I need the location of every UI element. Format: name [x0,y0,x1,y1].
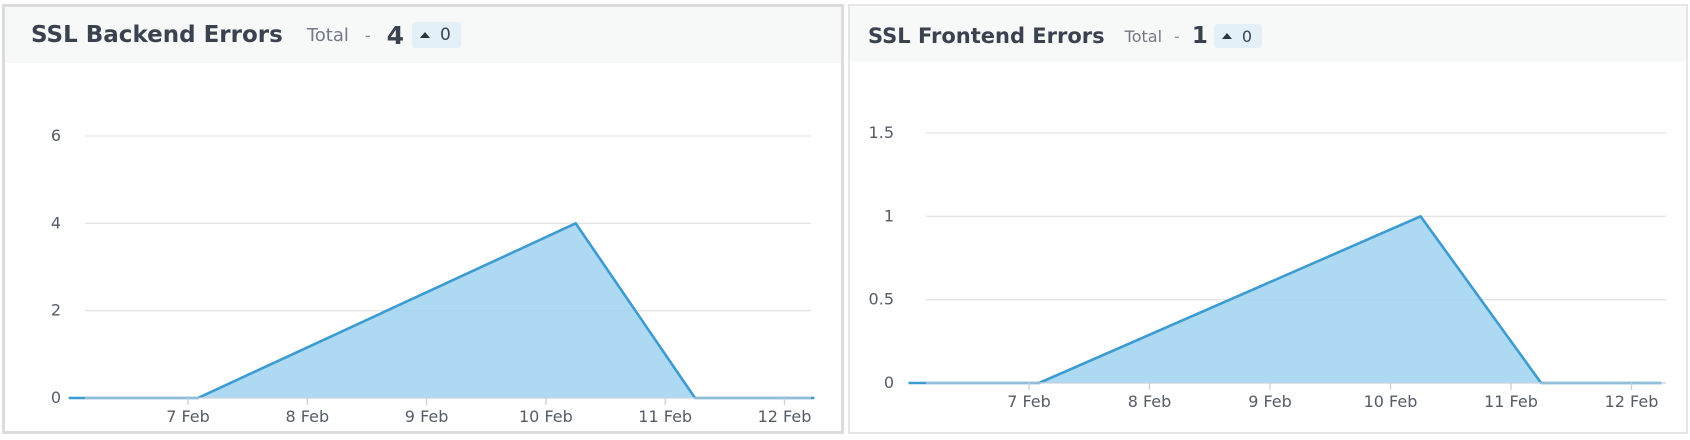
delta-value: 0 [440,25,451,45]
y-tick-label: 0 [51,388,61,407]
x-tick-label: 11 Feb [1484,392,1538,411]
total-separator: - [1174,26,1180,46]
panel-header: SSL Frontend Errors Total - 1 0 [850,6,1686,62]
x-tick-label: 8 Feb [286,407,330,426]
ssl-backend-errors-panel: SSL Backend Errors Total - 4 0 0 2 4 6 7 Feb… [2,4,844,434]
x-tick-label: 9 Feb [405,407,449,426]
total-value: 4 [386,20,405,50]
panel-title: SSL Backend Errors [31,22,283,48]
y-tick-label: 0 [884,373,894,392]
total-value: 1 [1191,23,1208,49]
caret-up-icon [420,32,431,38]
total-label: Total [1124,26,1163,46]
delta-badge: 0 [412,22,461,48]
y-tick-label: 0.5 [869,290,894,309]
x-tick-label: 7 Feb [1007,392,1051,411]
x-tick-label: 12 Feb [758,407,812,426]
delta-value: 0 [1241,26,1253,46]
ssl-backend-errors-chart: 0 2 4 6 7 Feb 8 Feb 9 Feb 10 Feb 11 Feb 12 Feb [51,126,815,426]
total-separator: - [364,25,371,45]
panel-header: SSL Backend Errors Total - 4 0 [5,7,841,63]
series-area [68,223,815,398]
x-tick-label: 8 Feb [1128,392,1172,411]
x-tick-label: 10 Feb [1364,392,1418,411]
x-tick-label: 12 Feb [1605,392,1659,411]
total-label: Total [306,24,349,46]
delta-badge: 0 [1213,24,1263,48]
ssl-frontend-errors-chart: 0 0.5 1 1.5 7 Feb 8 Feb 9 Feb 10 Feb 11 Feb 12 Fe… [869,123,1666,411]
y-tick-label: 6 [51,126,61,145]
y-tick-label: 2 [51,301,61,320]
x-tick-label: 11 Feb [638,407,692,426]
y-tick-label: 1 [884,206,894,225]
caret-up-icon [1221,33,1232,39]
y-tick-label: 1.5 [869,123,894,142]
y-tick-label: 4 [51,213,61,232]
ssl-frontend-errors-panel: SSL Frontend Errors Total - 1 0 0 0.5 1 1.5… [848,4,1688,434]
series-area [908,216,1662,383]
panel-title: SSL Frontend Errors [868,24,1105,48]
x-tick-label: 10 Feb [519,407,573,426]
x-tick-label: 9 Feb [1248,392,1292,411]
x-tick-label: 7 Feb [166,407,210,426]
